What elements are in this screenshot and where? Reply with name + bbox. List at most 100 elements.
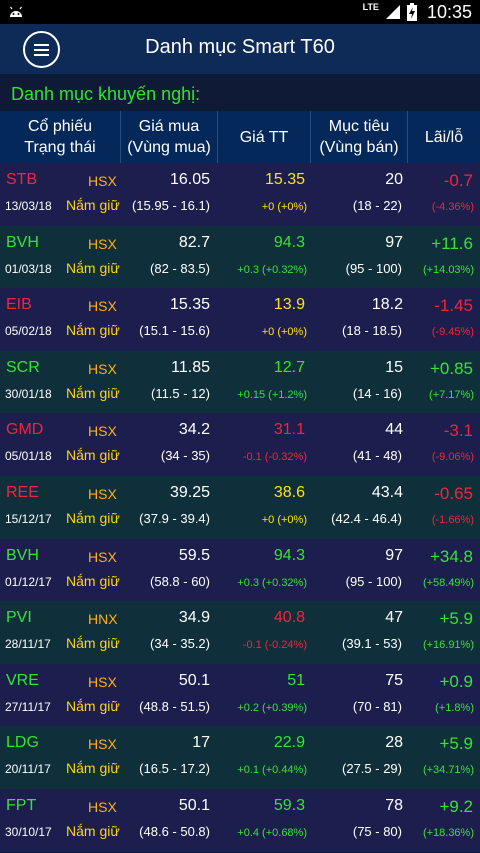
exchange-label: HSX xyxy=(88,298,117,315)
profit-loss-percent: (-4.36%) xyxy=(431,201,474,213)
exchange-label: HSX xyxy=(88,423,117,440)
buy-range: (16.5 - 17.2) xyxy=(139,761,210,777)
buy-price: 17 xyxy=(192,734,210,752)
buy-price: 34.2 xyxy=(178,421,210,439)
target-range: (18 - 18.5) xyxy=(342,323,402,339)
exchange-label: HSX xyxy=(88,798,117,815)
recommend-date: 01/12/17 xyxy=(5,574,52,589)
profit-loss: -1.45 xyxy=(434,296,473,316)
profit-loss-percent: (+16.91%) xyxy=(422,639,474,652)
holding-status: Nắm giữ xyxy=(66,197,120,213)
target-price: 78 xyxy=(385,796,403,814)
target-range: (18 - 22) xyxy=(352,198,402,213)
stock-symbol: GMD xyxy=(6,421,44,439)
table-row[interactable]: SCR HSX 30/01/18 Nắm giữ 11.85 (11.5 - 1… xyxy=(0,350,480,414)
profit-loss-percent: (-1.66%) xyxy=(431,513,474,526)
table-row[interactable]: BVH HSX 01/03/18 Nắm giữ 82.7 (82 - 83.5… xyxy=(0,225,480,289)
profit-loss: +9.2 xyxy=(439,796,473,816)
recommend-date: 05/01/18 xyxy=(5,449,52,464)
price-change: -0.1 (-0.24%) xyxy=(242,639,307,652)
signal-icon xyxy=(385,5,400,19)
profit-loss-percent: (+58.49%) xyxy=(422,576,474,589)
buy-price: 11.85 xyxy=(171,358,210,376)
table-row[interactable]: VRE HSX 27/11/17 Nắm giữ 50.1 (48.8 - 51… xyxy=(0,663,480,727)
holding-status: Nắm giữ xyxy=(66,447,120,464)
battery-charging-icon xyxy=(406,3,417,21)
market-price: 94.3 xyxy=(273,233,305,251)
market-price: 59.3 xyxy=(273,796,305,814)
profit-loss: -0.65 xyxy=(434,483,473,503)
exchange-label: HNX xyxy=(88,611,118,628)
holding-status: Nắm giữ xyxy=(66,697,120,714)
stock-symbol: REE xyxy=(6,483,39,501)
stock-symbol: SCR xyxy=(6,358,40,376)
profit-loss: +5.9 xyxy=(439,609,473,629)
stock-symbol: EIB xyxy=(6,296,32,314)
profit-loss-percent: (+34.71%) xyxy=(422,764,474,777)
price-change: +0.4 (+0.68%) xyxy=(237,826,307,839)
exchange-label: HSX xyxy=(88,673,117,690)
profit-loss-percent: (-9.45%) xyxy=(431,326,474,339)
market-price: 51 xyxy=(287,671,305,689)
recommend-date: 30/10/17 xyxy=(5,824,52,839)
target-range: (27.5 - 29) xyxy=(342,761,402,777)
target-range: (95 - 100) xyxy=(345,260,402,276)
buy-range: (48.8 - 51.5) xyxy=(139,698,210,714)
market-price: 12.7 xyxy=(273,358,305,376)
price-change: +0 (+0%) xyxy=(261,201,307,213)
table-row[interactable]: STB HSX 13/03/18 Nắm giữ 16.05 (15.95 - … xyxy=(0,163,480,226)
column-header-profit-loss[interactable]: Lãi/lỗ xyxy=(424,128,464,146)
target-range: (75 - 80) xyxy=(352,823,402,839)
recommend-date: 27/11/17 xyxy=(5,699,51,714)
buy-range: (34 - 35) xyxy=(160,448,210,464)
table-row[interactable]: FPT HSX 30/10/17 Nắm giữ 50.1 (48.6 - 50… xyxy=(0,788,480,852)
column-header-buy-price[interactable]: Giá mua (Vùng mua) xyxy=(121,111,218,163)
target-range: (42.4 - 46.4) xyxy=(331,510,402,526)
profit-loss: +34.8 xyxy=(429,546,473,566)
column-header-target[interactable]: Mục tiêu (Vùng bán) xyxy=(311,111,408,163)
buy-price: 39.25 xyxy=(169,483,210,501)
recommend-date: 28/11/17 xyxy=(5,637,51,652)
buy-price: 50.1 xyxy=(178,796,210,814)
table-row[interactable]: REE HSX 15/12/17 Nắm giữ 39.25 (37.9 - 3… xyxy=(0,475,480,539)
target-price: 44 xyxy=(385,421,403,439)
holding-status: Nắm giữ xyxy=(66,635,120,652)
table-row[interactable]: GMD HSX 05/01/18 Nắm giữ 34.2 (34 - 35) … xyxy=(0,413,480,476)
recommend-date: 05/02/18 xyxy=(5,324,52,339)
stock-symbol: VRE xyxy=(6,671,39,689)
clock: 10:35 xyxy=(426,1,472,22)
stock-symbol: STB xyxy=(6,171,38,188)
column-header-stock[interactable]: Cổ phiếu Trạng thái xyxy=(0,111,121,163)
stock-symbol: BVH xyxy=(6,233,39,251)
table-row[interactable]: PVI HNX 28/11/17 Nắm giữ 34.9 (34 - 35.2… xyxy=(0,601,480,664)
holding-status: Nắm giữ xyxy=(66,822,120,839)
status-bar: LTE 10:35 xyxy=(0,0,480,24)
target-range: (14 - 16) xyxy=(352,385,402,401)
table-row[interactable]: LDG HSX 20/11/17 Nắm giữ 17 (16.5 - 17.2… xyxy=(0,726,480,789)
table-row[interactable]: EIB HSX 05/02/18 Nắm giữ 15.35 (15.1 - 1… xyxy=(0,288,480,351)
profit-loss: -0.7 xyxy=(443,171,473,190)
target-price: 43.4 xyxy=(371,483,403,501)
market-price: 38.6 xyxy=(273,483,305,501)
target-price: 18.2 xyxy=(371,296,403,314)
buy-range: (34 - 35.2) xyxy=(150,636,210,652)
price-change: +0.3 (+0.32%) xyxy=(237,263,307,276)
column-header-market-price[interactable]: Giá TT xyxy=(218,111,311,163)
price-change: +0 (+0%) xyxy=(261,513,307,526)
market-price: 22.9 xyxy=(273,734,305,752)
buy-price: 34.9 xyxy=(178,609,210,627)
hamburger-menu-icon[interactable] xyxy=(23,31,60,68)
stock-symbol: FPT xyxy=(6,796,37,814)
table-header: Cổ phiếu Trạng thái Giá mua (Vùng mua) G… xyxy=(0,111,480,163)
stock-symbol: PVI xyxy=(6,609,32,627)
market-price: 13.9 xyxy=(273,296,305,314)
price-change: +0.3 (+0.32%) xyxy=(237,576,307,589)
profit-loss: +0.85 xyxy=(429,358,473,378)
exchange-label: HSX xyxy=(88,235,117,252)
target-price: 20 xyxy=(385,171,403,188)
buy-range: (15.1 - 15.6) xyxy=(139,323,210,339)
table-row[interactable]: BVH HSX 01/12/17 Nắm giữ 59.5 (58.8 - 60… xyxy=(0,538,480,602)
price-change: +0.2 (+0.39%) xyxy=(237,701,307,714)
exchange-label: HSX xyxy=(88,736,117,753)
exchange-label: HSX xyxy=(88,360,117,377)
